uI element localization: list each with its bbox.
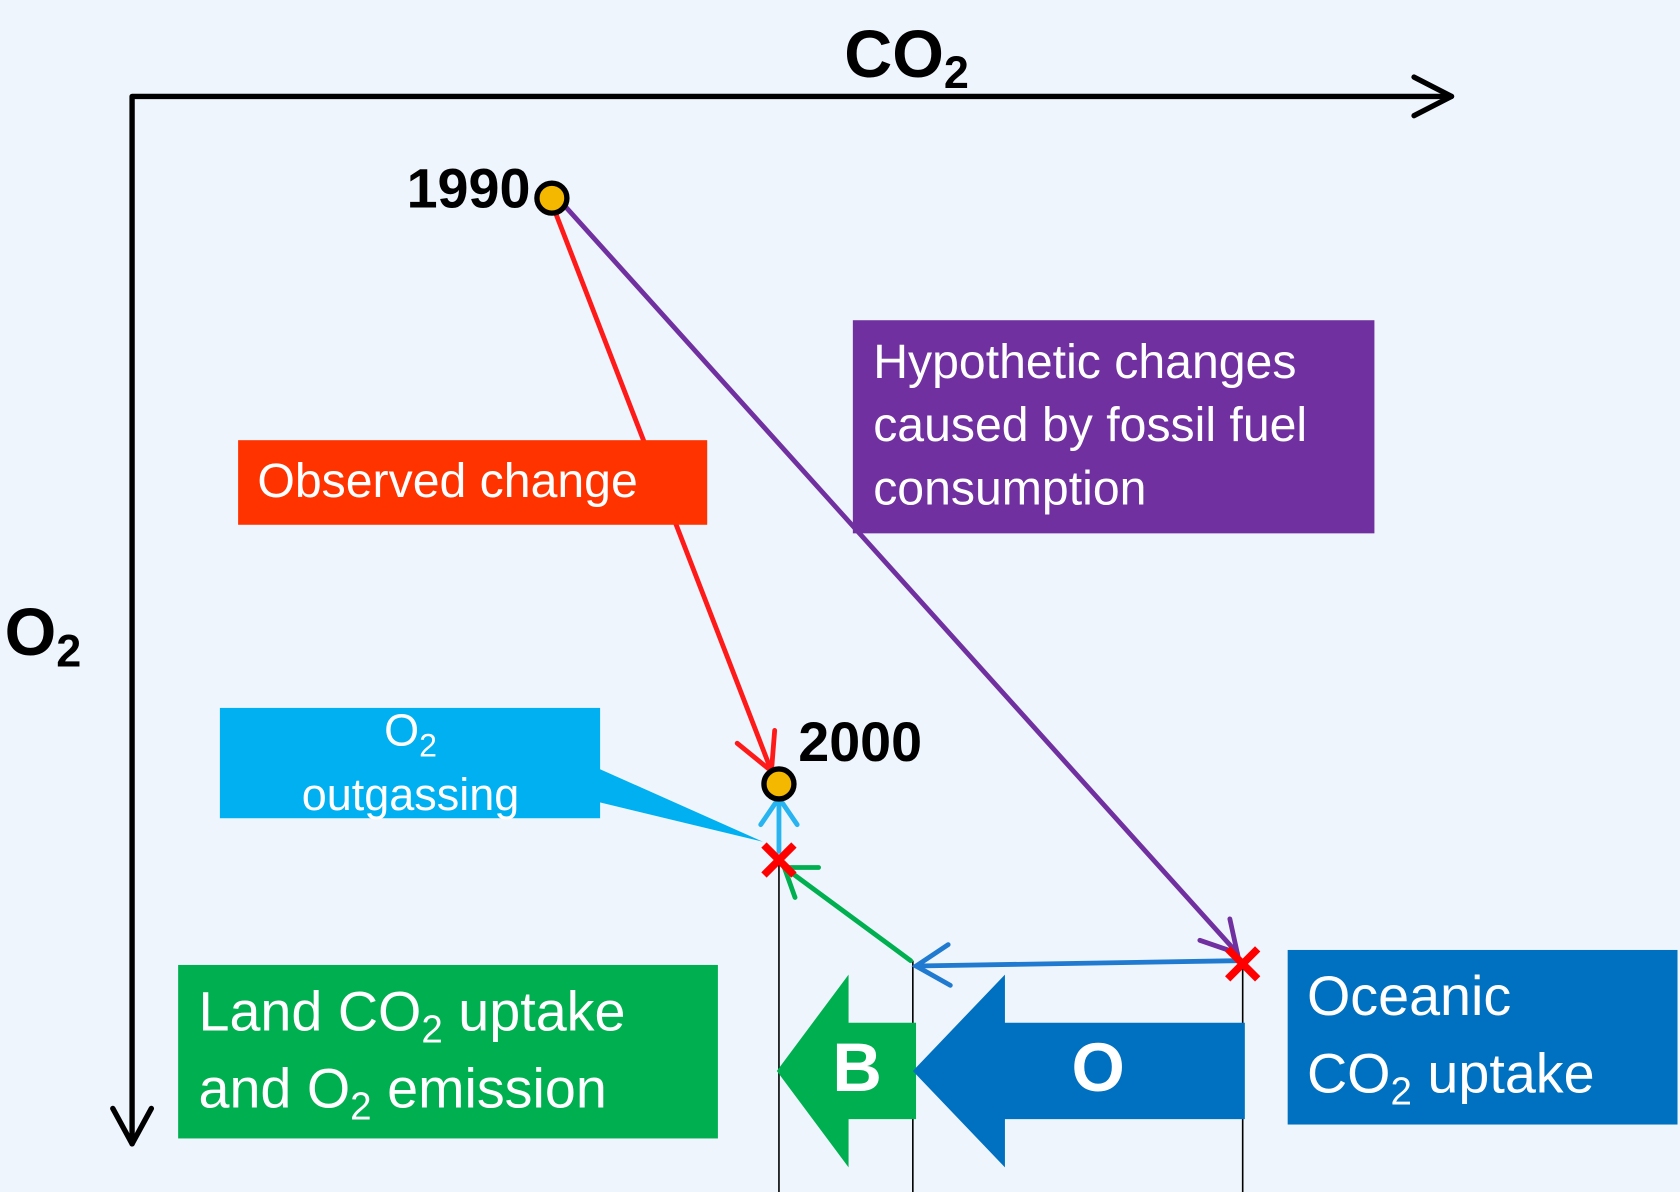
biosphere-arrow	[776, 974, 917, 1168]
hypothetic-box	[852, 320, 1375, 534]
land-box	[178, 964, 718, 1139]
text-line: consumption	[873, 461, 1146, 515]
land-text: Land CO2 uptake and O2 emission	[198, 980, 625, 1129]
fossil-line	[560, 201, 1240, 956]
label-main: CO	[844, 17, 944, 91]
text-line: caused by fossil fuel	[873, 398, 1307, 452]
text-main: uptake	[1412, 1042, 1595, 1104]
text-main: emission	[372, 1057, 607, 1119]
x-arrowhead	[1411, 74, 1455, 119]
text-main: Land CO	[198, 980, 421, 1042]
callout-pointer	[594, 766, 763, 842]
hypothetic-text: Hypothetic changes caused by fossil fuel…	[873, 335, 1307, 515]
outgassing-text: O2 outgassing	[302, 704, 520, 819]
text-line: and O2 emission	[198, 1057, 606, 1129]
text-line: CO2 uptake	[1307, 1042, 1595, 1114]
text-sub: 2	[419, 728, 437, 764]
cross	[761, 842, 797, 878]
text-main: and O	[198, 1057, 350, 1119]
text-line: Land CO2 uptake	[198, 980, 625, 1052]
text-line: Oceanic	[1307, 965, 1511, 1027]
crosses	[761, 842, 1261, 982]
y-arrowhead	[110, 1105, 155, 1147]
label-sub: 2	[56, 625, 81, 676]
text-line: O2	[384, 704, 437, 764]
point-1990	[534, 180, 570, 216]
text-line: Hypothetic changes	[873, 335, 1296, 389]
text-sub: 2	[421, 1009, 442, 1052]
text-main: uptake	[443, 980, 626, 1042]
x-axis-label: CO2	[844, 17, 969, 97]
point-2000	[761, 766, 797, 802]
axes	[110, 74, 1455, 1147]
text-main: CO	[1307, 1042, 1391, 1104]
ocean-head	[911, 942, 953, 988]
observed-text: Observed change	[257, 454, 637, 508]
ocean-line	[913, 958, 1240, 969]
label-main: O	[5, 596, 57, 670]
arrow-label: O	[1071, 1029, 1124, 1106]
observed-box	[238, 440, 708, 525]
arrow-label: B	[832, 1029, 882, 1106]
text-main: O	[384, 704, 419, 755]
label-sub: 2	[944, 47, 969, 98]
land-line	[781, 865, 914, 964]
oceanic-box	[1287, 949, 1678, 1125]
axis-lines	[129, 93, 1455, 1147]
point-label: 1990	[407, 157, 531, 219]
oceanic-text: Oceanic CO2 uptake	[1307, 965, 1595, 1114]
text-line: outgassing	[302, 769, 520, 820]
text-sub: 2	[1390, 1071, 1411, 1114]
ocean-arrow	[912, 974, 1245, 1168]
cross	[1225, 946, 1261, 982]
fossil-head	[1197, 916, 1241, 957]
outgassing-box	[219, 707, 601, 819]
point-label: 2000	[798, 711, 922, 773]
text-sub: 2	[350, 1086, 371, 1129]
y-axis-label: O2	[5, 596, 82, 676]
